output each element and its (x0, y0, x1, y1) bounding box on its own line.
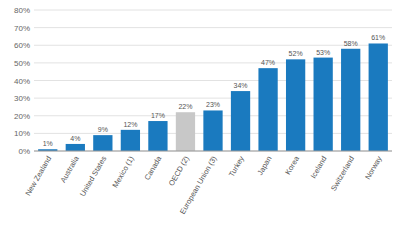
y-tick-label: 60% (14, 41, 30, 50)
data-label: 23% (206, 101, 220, 108)
grid-line (34, 27, 392, 28)
y-tick-label: 80% (14, 6, 30, 15)
bar (286, 59, 305, 151)
y-tick-label: 70% (14, 24, 30, 33)
x-tick-label: United States (78, 154, 108, 198)
x-axis: New ZealandAustraliaUnited StatesMexico … (23, 154, 383, 216)
y-tick-label: 50% (14, 59, 30, 68)
x-tick-label: Japan (256, 154, 274, 176)
y-tick-label: 0% (18, 147, 30, 156)
x-tick-label: Norway (363, 154, 384, 181)
data-label: 53% (316, 49, 330, 56)
data-label: 61% (371, 34, 385, 41)
bar (314, 58, 333, 151)
bar (66, 144, 85, 151)
x-tick-label: Korea (283, 154, 301, 177)
data-label: 34% (234, 82, 248, 89)
grid (34, 10, 392, 151)
bar (148, 121, 167, 151)
grid-line (34, 62, 392, 63)
bar (369, 43, 388, 151)
grid-line (34, 45, 392, 46)
chart-container: 0% 10% 20% 30% 40% 50% 60% 70% 80% 1% 4% 9% 12% 17% 22… (0, 0, 400, 227)
bar (203, 110, 222, 151)
bar (93, 135, 112, 151)
bars (38, 43, 388, 151)
bar (121, 130, 140, 151)
data-label: 47% (261, 59, 275, 66)
x-tick-label: Iceland (309, 154, 329, 179)
bar (341, 49, 360, 151)
x-tick-label: New Zealand (23, 154, 53, 197)
grid-line (34, 10, 392, 11)
x-tick-label: Turkey (227, 154, 246, 178)
data-label: 4% (70, 135, 80, 142)
data-label: 52% (289, 50, 303, 57)
bar (258, 68, 277, 151)
chart: 0% 10% 20% 30% 40% 50% 60% 70% 80% 1% 4% 9% 12% 17% 22… (0, 0, 400, 227)
data-labels: 1% 4% 9% 12% 17% 22% 23% 34% 47% 52% 53% 58% 61% (43, 34, 386, 147)
bar (231, 91, 250, 151)
data-label: 12% (123, 121, 137, 128)
x-tick-label: Switzerland (329, 154, 356, 192)
y-tick-label: 20% (14, 112, 30, 121)
data-label: 9% (98, 126, 108, 133)
x-tick-label: OECD (2) (167, 154, 192, 187)
y-tick-label: 30% (14, 94, 30, 103)
y-axis: 0% 10% 20% 30% 40% 50% 60% 70% 80% (14, 6, 30, 156)
x-tick-label: Canada (142, 154, 163, 182)
data-label: 1% (43, 140, 53, 147)
x-axis-line (34, 151, 392, 152)
data-label: 17% (151, 112, 165, 119)
data-label: 58% (344, 40, 358, 47)
y-tick-label: 40% (14, 77, 30, 86)
data-label: 22% (178, 103, 192, 110)
grid-line (34, 80, 392, 81)
grid-line (34, 151, 392, 152)
bar (176, 112, 195, 151)
y-tick-label: 10% (14, 129, 30, 138)
grid-line (34, 98, 392, 99)
x-tick-label: European Union (3) (178, 154, 219, 216)
x-tick-label: Australia (58, 154, 81, 184)
x-tick-label: Mexico (1) (111, 154, 137, 189)
